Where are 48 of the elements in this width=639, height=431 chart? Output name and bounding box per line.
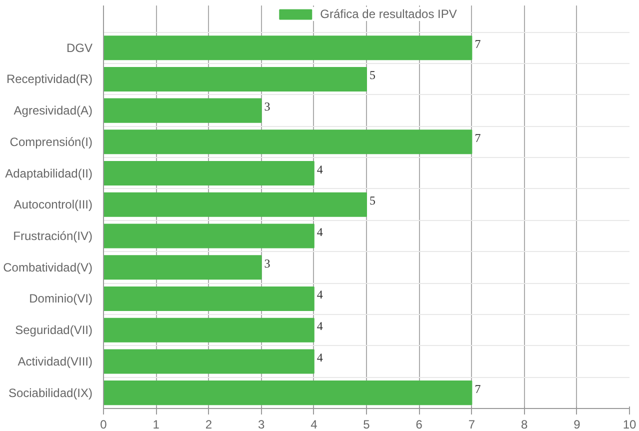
y-tick-label: Comprensión(I)	[10, 134, 93, 149]
bar	[104, 192, 367, 217]
data-label: 7	[474, 382, 481, 396]
x-tick-label: 3	[258, 418, 265, 431]
data-label: 3	[264, 100, 270, 114]
data-label: 5	[370, 68, 376, 82]
data-label: 3	[264, 256, 270, 270]
x-tick-label: 9	[574, 418, 581, 431]
data-label: 7	[474, 36, 481, 51]
y-tick-label: Sociabilidad(IX)	[8, 386, 93, 400]
bar	[104, 380, 472, 406]
y-tick-label: Actividad(VIII)	[18, 354, 93, 368]
y-tick-label: Seguridad(VII)	[15, 323, 93, 338]
bar	[104, 318, 314, 342]
y-tick-label: Receptividad(R)	[6, 72, 93, 86]
bar	[104, 224, 314, 248]
bar	[104, 130, 472, 154]
data-label: 4	[316, 350, 323, 364]
x-tick-label: 1	[152, 418, 160, 431]
data-label: 5	[370, 194, 376, 208]
x-tick-label: 6	[416, 418, 423, 431]
bar	[104, 286, 314, 311]
data-label: 4	[316, 225, 323, 240]
bar	[104, 98, 262, 123]
data-label: 4	[316, 162, 323, 176]
y-tick-label: Agresividad(A)	[14, 104, 93, 118]
data-label: 7	[474, 130, 481, 145]
x-tick-label: 4	[310, 418, 318, 431]
bar	[104, 161, 314, 186]
x-tick-label: 7	[468, 418, 476, 431]
y-tick-label: Autocontrol(III)	[14, 198, 93, 212]
data-label: 4	[316, 319, 323, 334]
data-label: 4	[316, 288, 323, 302]
y-tick-label: Frustración(IV)	[13, 229, 93, 244]
y-tick-label: Combatividad(V)	[3, 260, 93, 274]
x-tick-label: 10	[622, 418, 636, 431]
bar	[104, 36, 472, 60]
bar	[104, 66, 367, 92]
x-tick-label: 0	[100, 418, 108, 431]
legend-label: Gráfica de resultados IPV	[320, 7, 457, 21]
bar	[104, 349, 314, 374]
x-tick-label: 8	[520, 418, 528, 431]
x-tick-label: 2	[205, 418, 212, 431]
x-tick-label: 5	[363, 418, 370, 431]
bar	[104, 255, 262, 280]
y-tick-label: Adaptabilidad(II)	[5, 166, 93, 180]
y-tick-label: DGV	[66, 40, 93, 55]
y-tick-label: Dominio(VI)	[29, 292, 93, 306]
